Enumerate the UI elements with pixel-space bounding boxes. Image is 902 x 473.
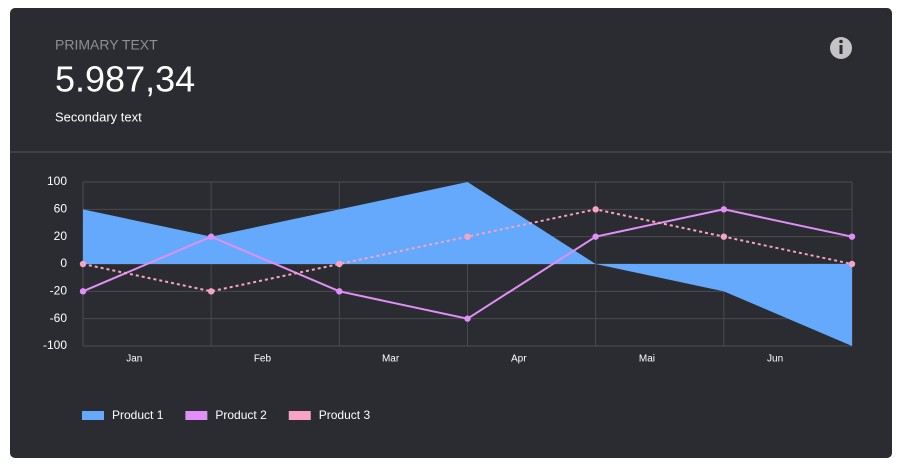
point xyxy=(207,233,215,240)
x-tick-label: Mar xyxy=(382,354,400,365)
y-tick-label: 0 xyxy=(60,256,67,270)
point xyxy=(720,233,728,240)
area xyxy=(83,182,852,346)
point xyxy=(79,260,87,268)
legend-label: Product 1 xyxy=(112,408,164,422)
y-tick-label: -20 xyxy=(50,284,68,298)
point xyxy=(336,260,343,268)
y-tick-label: 100 xyxy=(47,174,67,188)
legend-swatch xyxy=(185,411,208,420)
primary-label: PRIMARY TEXT xyxy=(55,37,158,53)
point xyxy=(336,288,343,295)
point xyxy=(207,288,215,295)
x-tick-label: Feb xyxy=(254,354,272,365)
info-dot[interactable] xyxy=(839,39,843,44)
primary-value: 5.987,34 xyxy=(55,59,195,100)
legend-swatch xyxy=(82,411,104,420)
point xyxy=(848,260,856,268)
y-tick-label: 60 xyxy=(54,202,68,216)
y-tick-label: -60 xyxy=(50,311,68,325)
x-tick-label: Jun xyxy=(767,354,783,365)
y-tick-label: 20 xyxy=(54,229,68,243)
x-tick-label: Jan xyxy=(126,354,142,365)
x-tick-label: Apr xyxy=(511,354,527,365)
point xyxy=(79,288,87,295)
info-bar[interactable] xyxy=(839,45,843,54)
x-tick-label: Mai xyxy=(639,354,655,365)
legend-swatch xyxy=(288,411,311,420)
legend-label: Product 2 xyxy=(215,408,267,422)
point xyxy=(592,206,599,213)
point xyxy=(464,233,471,240)
point xyxy=(592,233,599,240)
point xyxy=(464,315,471,322)
y-tick-label: -100 xyxy=(43,338,67,352)
legend-label: Product 3 xyxy=(319,408,371,422)
point xyxy=(848,233,856,240)
secondary-text: Secondary text xyxy=(55,109,142,124)
point xyxy=(720,206,728,213)
info-icon[interactable] xyxy=(830,37,852,59)
